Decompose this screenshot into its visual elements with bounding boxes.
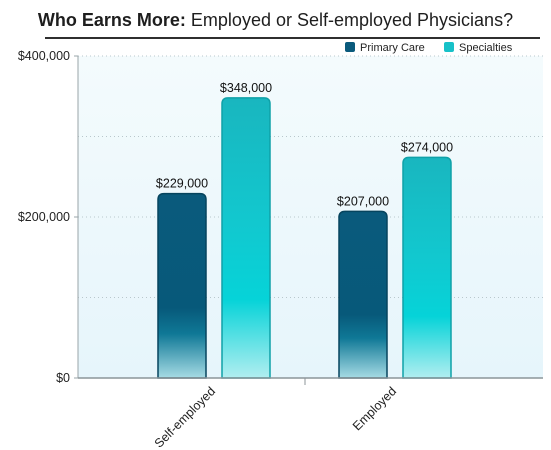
legend-label-specialties: Specialties: [459, 42, 513, 54]
bar-value-label: $274,000: [401, 140, 453, 154]
legend-swatch-primary-care: [345, 42, 355, 52]
bar-specialties-employed: [402, 156, 452, 379]
bar-value-label: $207,000: [337, 194, 389, 208]
x-tick-label: Employed: [350, 384, 399, 433]
x-axis: Self-employed Employed: [78, 377, 543, 450]
x-tick-label: Self-employed: [152, 384, 218, 450]
bar-primary-care-self-employed: [157, 192, 207, 379]
chart-title-rest: Employed or Self-employed Physicians?: [185, 10, 514, 30]
legend-swatch-specialties: [444, 42, 454, 52]
legend-label-primary-care: Primary Care: [360, 42, 425, 54]
chart-title: Who Earns More: Employed or Self-employe…: [0, 10, 551, 31]
bar-specialties-self-employed: [221, 97, 271, 379]
y-tick-label: $0: [56, 371, 70, 385]
bar-value-label: $229,000: [156, 177, 208, 191]
gridlines: [78, 55, 543, 298]
y-axis: $0 $200,000 $400,000: [18, 49, 79, 385]
bars: $229,000 $348,000 $207,000 $274,000: [156, 81, 453, 379]
chart-title-bold: Who Earns More:: [37, 10, 186, 30]
title-underline: [45, 37, 540, 39]
y-tick-label: $400,000: [18, 49, 70, 63]
y-tick-label: $200,000: [18, 210, 70, 224]
bar-value-label: $348,000: [220, 81, 272, 95]
legend: Primary Care Specialties: [345, 42, 513, 54]
bar-primary-care-employed: [338, 210, 388, 379]
